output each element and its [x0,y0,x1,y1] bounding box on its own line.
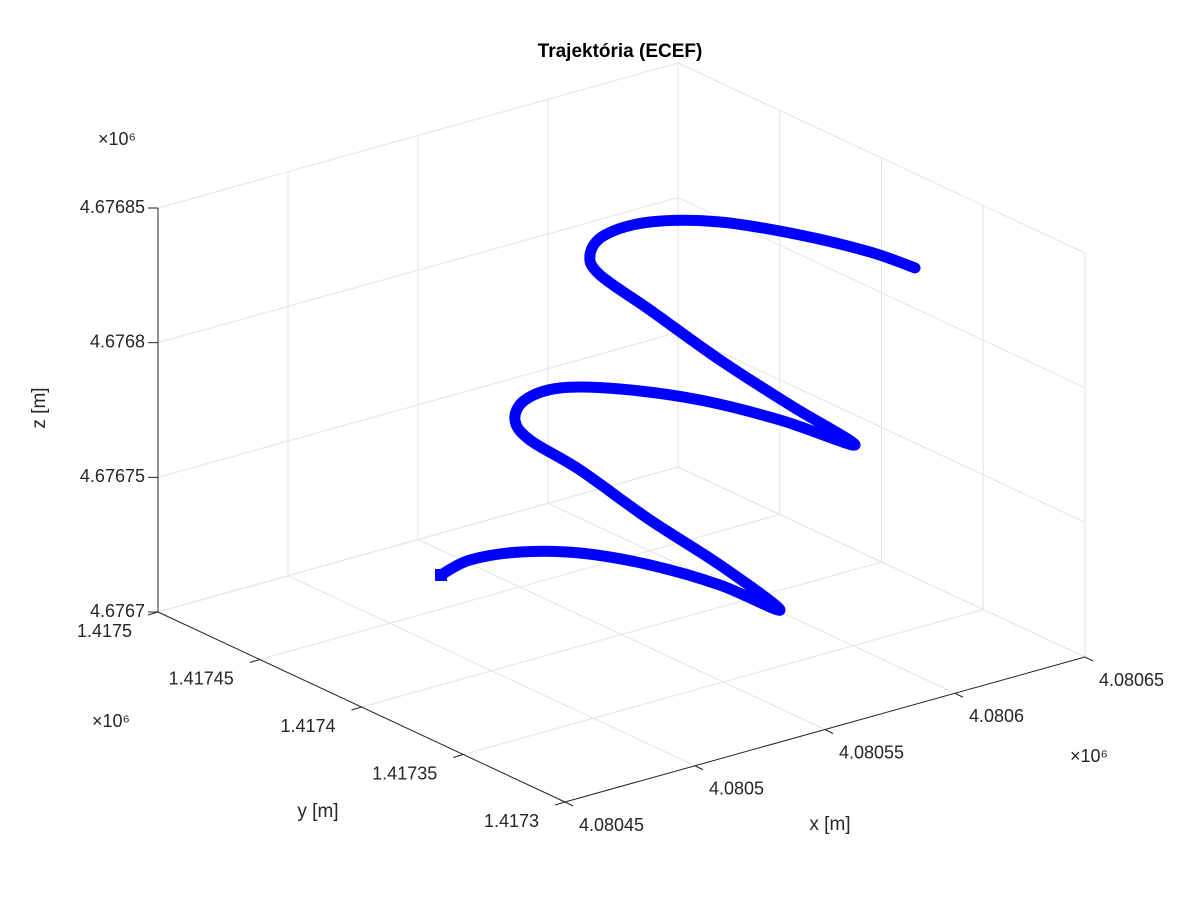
y-tick [249,659,260,663]
plot-area [435,214,921,616]
y-exponent: ×10⁶ [92,711,130,731]
grid-line [463,609,984,755]
x-tick [564,801,574,807]
y-tick [147,611,159,616]
x-tick [1084,656,1094,662]
x-tick-label: 4.08065 [1099,670,1164,690]
y-tick-label: 1.4173 [484,811,539,831]
grid-line [677,466,1086,658]
start-marker [435,568,448,581]
x-axis-label: x [m] [809,814,850,835]
x-tick-label: 4.0805 [709,779,764,799]
x-tick [694,765,704,771]
grid-line [157,197,679,344]
x-tick [954,692,964,698]
x-tick-label: 4.0806 [969,706,1024,726]
y-tick [453,754,464,758]
z-exponent: ×10⁶ [98,129,136,149]
x-tick-label: 4.08045 [579,815,644,835]
z-tick-label: 4.6767 [90,601,145,621]
y-tick-label: 1.41745 [169,668,234,688]
trajectory-line [435,214,921,616]
y-tick-label: 1.41735 [372,763,437,783]
y-tick [554,801,566,806]
x-tick-label: 4.08055 [839,742,904,762]
grid-line [361,561,882,708]
y-tick [351,706,362,711]
grid-line [677,62,1086,254]
grid-line [157,466,679,613]
grid-line [157,62,679,209]
z-tick-label: 4.67685 [80,197,145,217]
grid-line [677,331,1086,523]
grid-line [157,331,679,478]
axes: 4.6767 4.67675 4.6768 4.67685 1.4173 1.41735 1… [77,197,1164,835]
y-axis-label: y [m] [297,801,338,822]
x-tick [824,729,834,734]
z-axis-label: z [m] [29,387,50,428]
z-tick-label: 4.67675 [80,466,145,486]
grid-line [259,514,780,660]
x-exponent: ×10⁶ [1070,746,1108,766]
z-tick-label: 4.6768 [90,331,145,351]
y-tick-label: 1.4175 [77,621,132,641]
y-tick-label: 1.4174 [280,716,335,736]
chart-title: Trajektória (ECEF) [538,41,703,62]
